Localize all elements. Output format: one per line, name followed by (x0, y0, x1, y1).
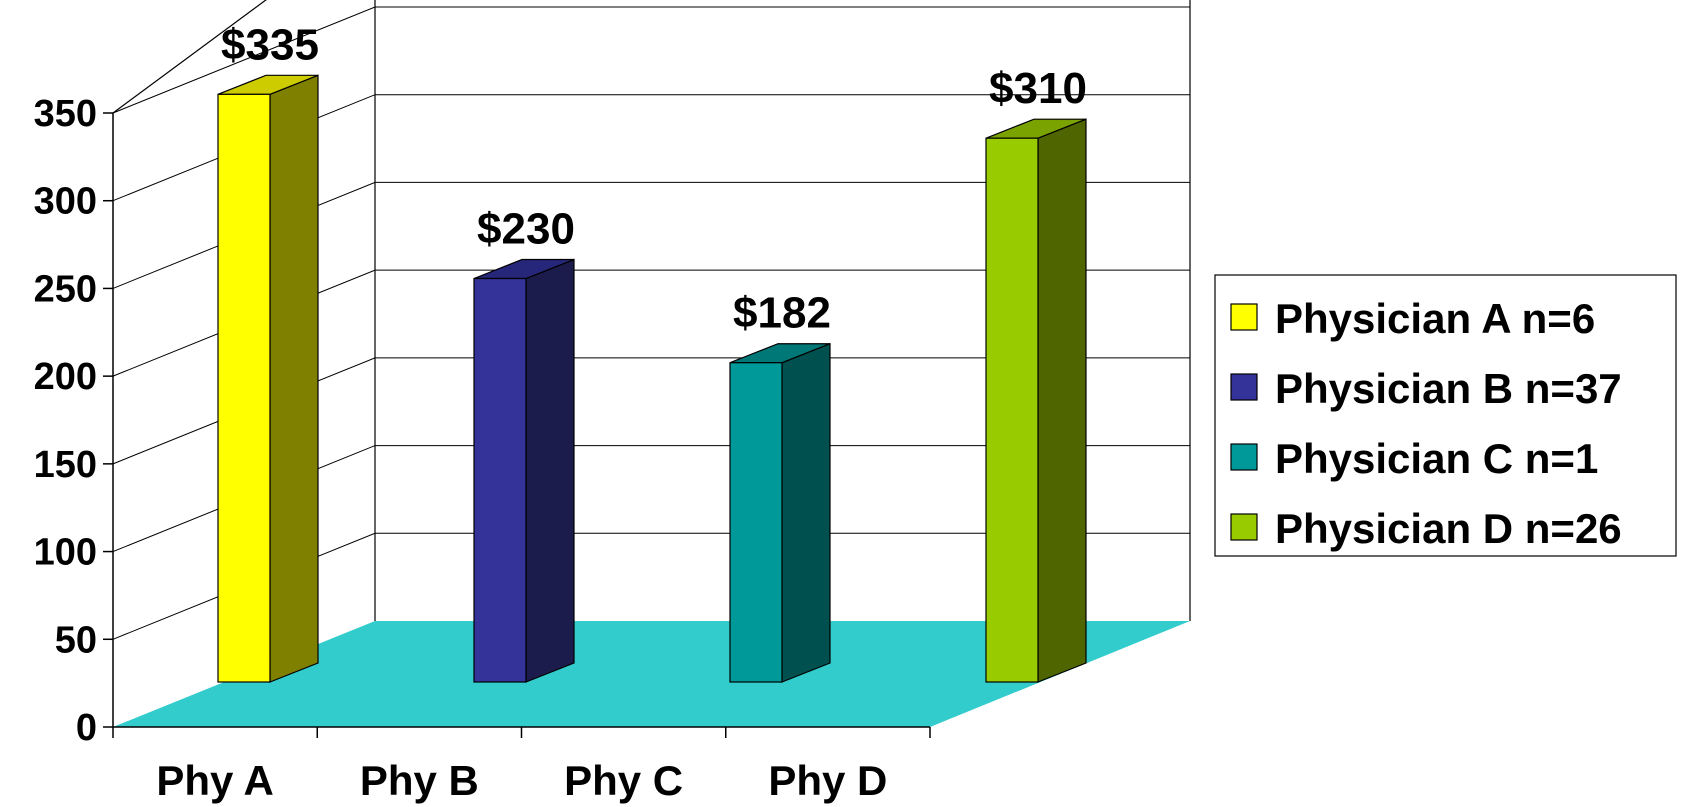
legend-label: Physician C n=1 (1275, 435, 1598, 482)
x-axis-ticks: Phy A Phy B Phy C Phy D (112, 727, 931, 804)
legend-label: Physician D n=26 (1275, 505, 1622, 552)
y-tick-label: 150 (34, 444, 97, 486)
gridline (112, 532, 1190, 640)
bar-side (781, 342, 831, 683)
legend-swatch (1230, 513, 1258, 541)
legend-label: Physician B n=37 (1275, 365, 1622, 412)
bars (217, 74, 1087, 683)
legend: Physician A n=6 Physician B n=37 Physician… (1214, 274, 1677, 557)
data-labels: $335 $230 $182 $310 (221, 20, 1087, 337)
gridlines (112, 6, 1190, 640)
legend-box (1214, 274, 1677, 557)
legend-swatch (1230, 373, 1258, 401)
data-label: $182 (733, 289, 831, 338)
legend-swatch (1230, 443, 1258, 471)
bar (729, 342, 831, 683)
bar-side (525, 258, 575, 683)
data-label: $335 (221, 20, 319, 69)
chart-floor (113, 621, 1190, 727)
floor-plane (113, 621, 1190, 727)
x-tick-label: Phy A (156, 757, 273, 804)
gridline (112, 357, 1190, 465)
bar-side (1037, 118, 1087, 683)
bar-side (269, 74, 319, 683)
legend-swatch (1230, 303, 1258, 331)
x-tick-label: Phy D (768, 757, 887, 804)
gridline (112, 94, 1190, 202)
y-tick-label: 0 (76, 707, 97, 749)
data-label: $230 (477, 205, 575, 254)
gridline (112, 181, 1190, 289)
y-tick-label: 50 (55, 619, 97, 661)
y-axis-ticks: 0 50 100 150 200 250 300 350 (34, 93, 113, 749)
bar-front (729, 362, 783, 683)
bar-front (217, 93, 271, 683)
y-tick-label: 100 (34, 532, 97, 574)
bar (985, 118, 1087, 683)
bar-front (985, 137, 1039, 683)
y-tick-label: 300 (34, 181, 97, 223)
bar (473, 258, 575, 683)
gridline (112, 269, 1190, 377)
bar (217, 74, 319, 683)
gridline (112, 445, 1190, 553)
x-tick-label: Phy B (360, 757, 479, 804)
y-tick-label: 250 (34, 268, 97, 310)
x-tick-label: Phy C (564, 757, 683, 804)
y-tick-label: 200 (34, 356, 97, 398)
gridline (112, 6, 1190, 114)
bar-front (473, 277, 527, 683)
data-label: $310 (989, 64, 1087, 113)
left-wall-edge (112, 0, 267, 114)
y-tick-label: 350 (34, 93, 97, 135)
legend-label: Physician A n=6 (1275, 295, 1595, 342)
